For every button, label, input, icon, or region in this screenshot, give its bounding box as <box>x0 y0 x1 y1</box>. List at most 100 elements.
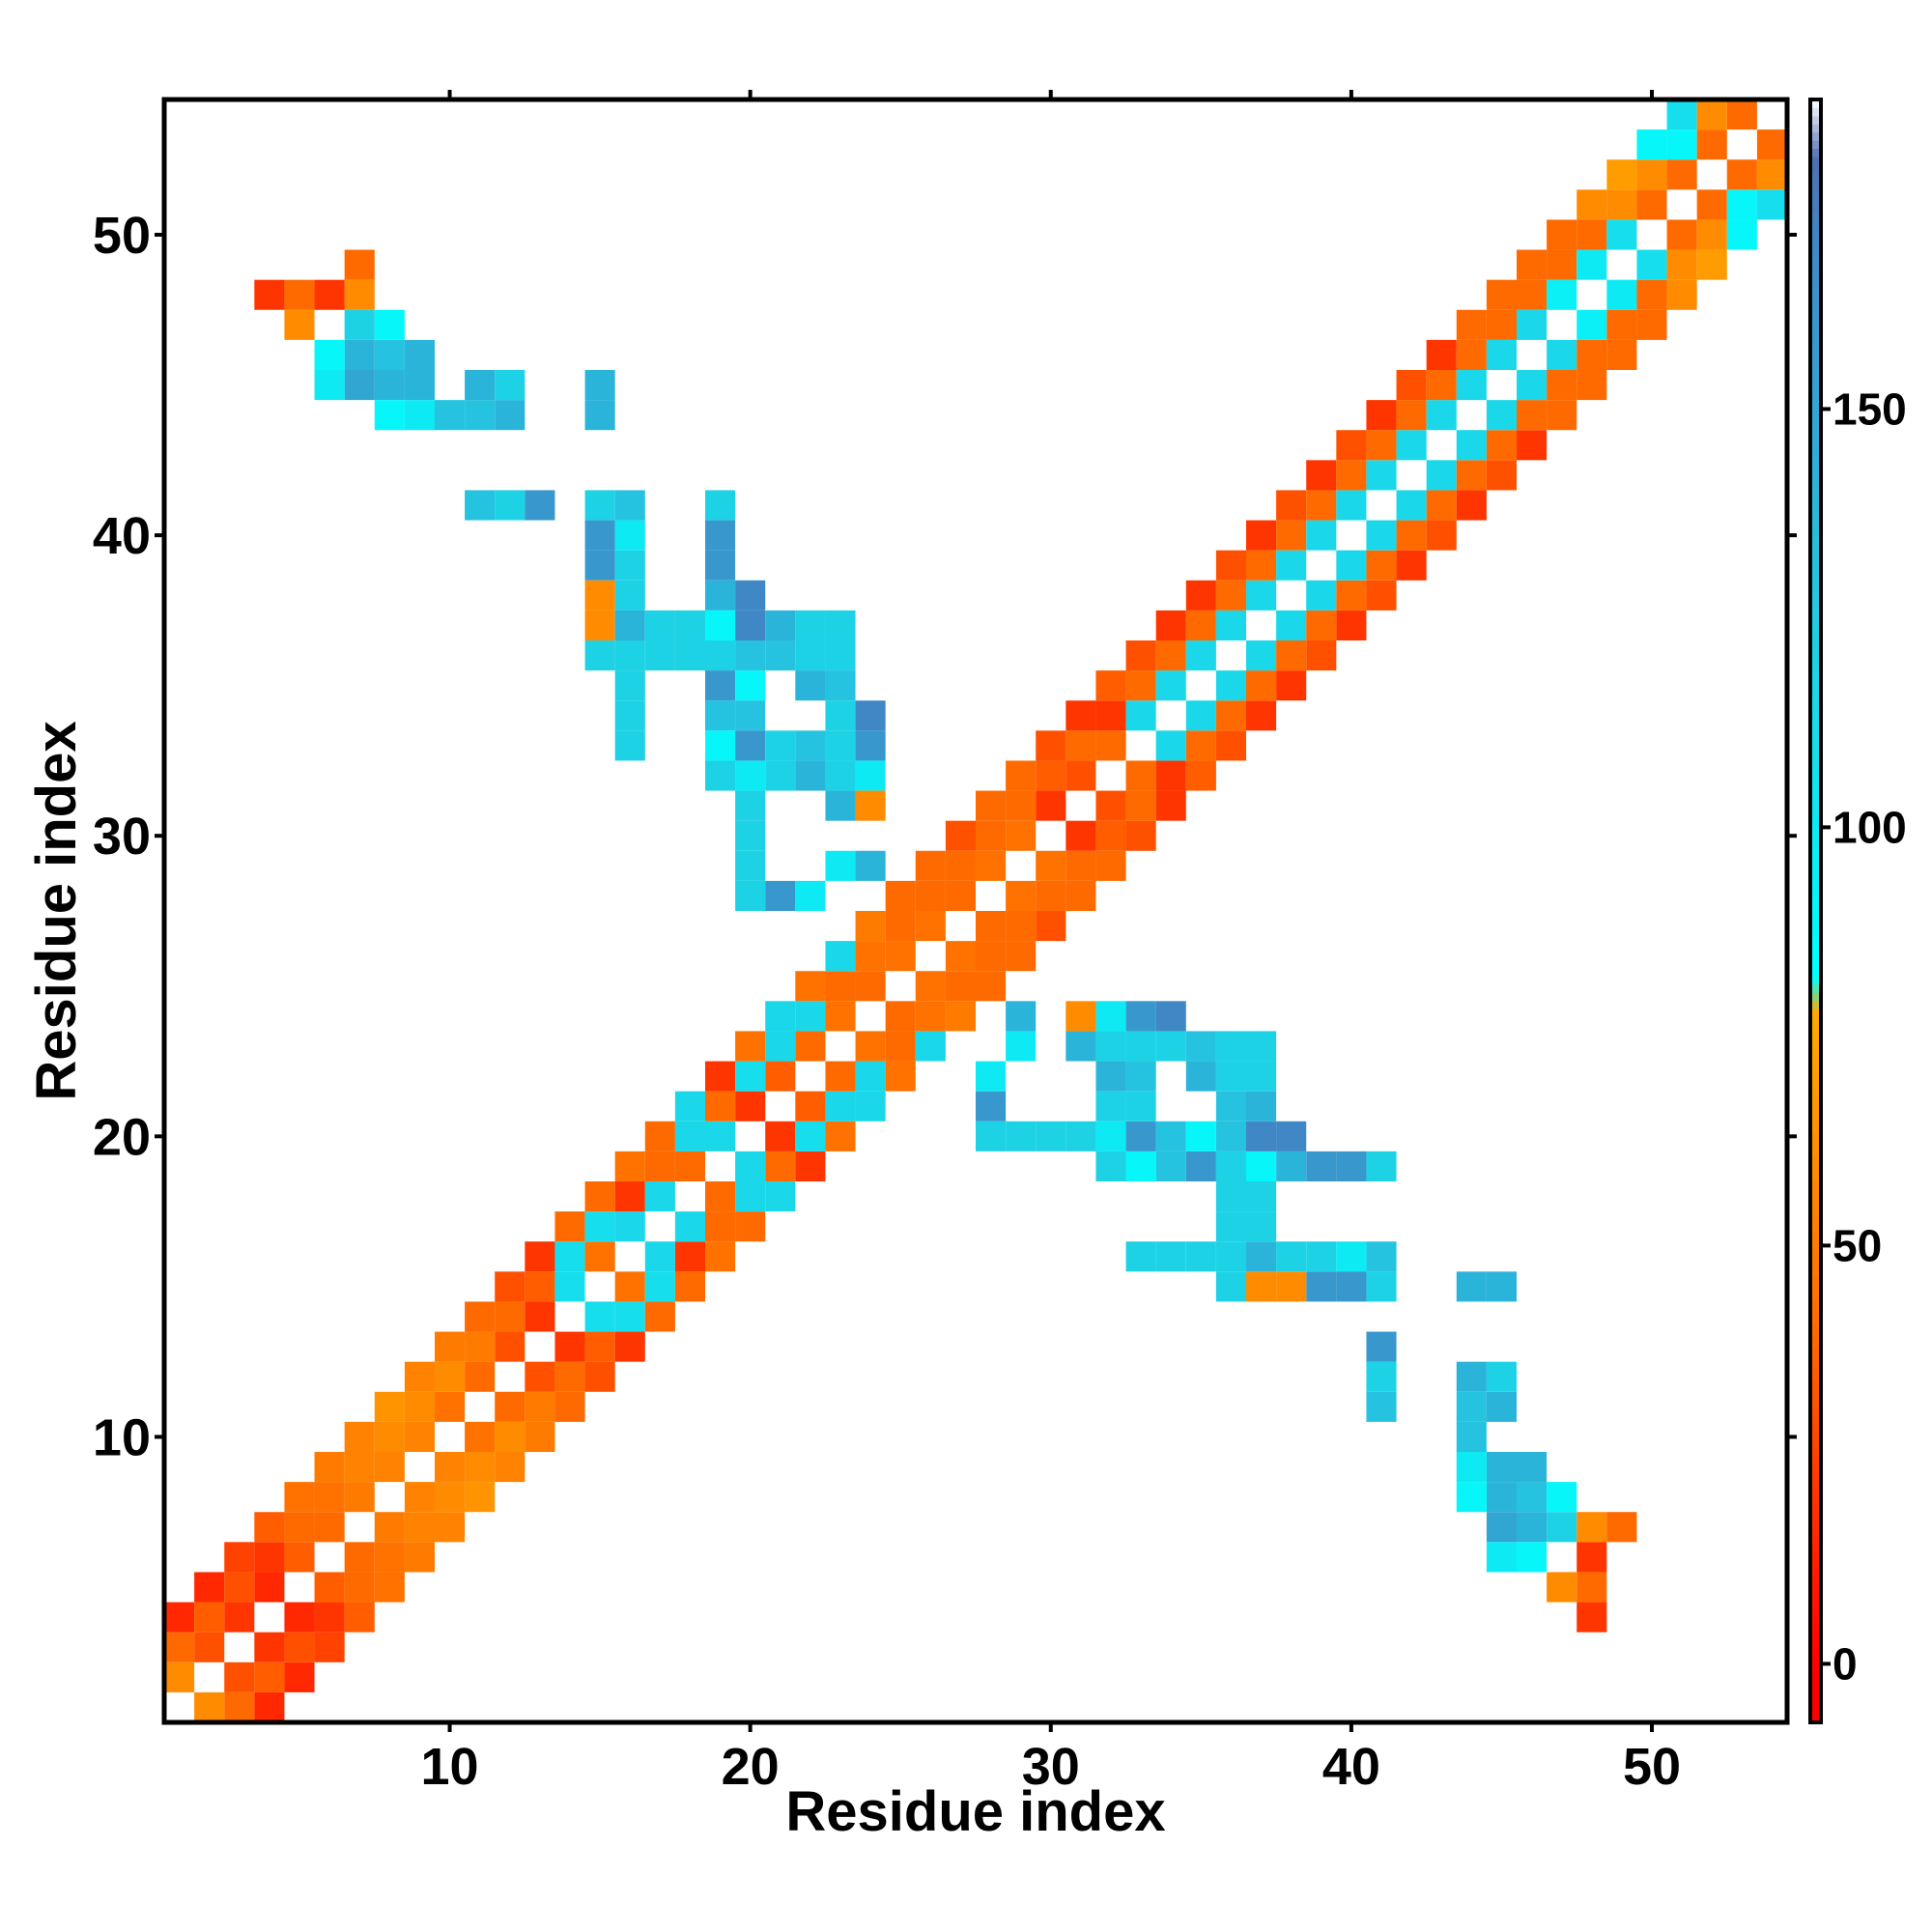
colorbar-segment <box>1810 732 1821 742</box>
heatmap-cell <box>1125 700 1156 731</box>
colorbar-segment <box>1810 1389 1821 1399</box>
heatmap-cell <box>1606 279 1637 310</box>
heatmap-cell <box>525 1361 555 1392</box>
heatmap-cell <box>194 1691 225 1722</box>
heatmap-cell <box>705 580 736 611</box>
heatmap-cell <box>525 1421 555 1452</box>
heatmap-cell <box>1486 339 1517 370</box>
heatmap-cell <box>404 1482 435 1513</box>
heatmap-cell <box>1547 1572 1577 1603</box>
colorbar-segment <box>1810 749 1821 757</box>
heatmap-cell <box>314 1632 345 1662</box>
heatmap-cell <box>1336 610 1367 640</box>
heatmap-cell <box>915 880 946 911</box>
heatmap-cell <box>1666 129 1697 160</box>
heatmap-cell <box>765 640 796 671</box>
heatmap-cell <box>584 1361 615 1392</box>
heatmap-cell <box>525 1391 555 1422</box>
heatmap-cell <box>314 1452 345 1483</box>
heatmap-cell <box>1696 189 1727 220</box>
heatmap-cell <box>374 1572 405 1603</box>
heatmap-cell <box>1577 219 1607 250</box>
heatmap-cell <box>795 610 826 640</box>
heatmap-cell <box>435 1482 466 1513</box>
heatmap-cell <box>674 610 705 640</box>
heatmap-cell <box>1276 1121 1307 1151</box>
heatmap-cell <box>705 520 736 551</box>
colorbar-segment <box>1810 1162 1821 1172</box>
colorbar-segment <box>1810 1308 1821 1318</box>
heatmap-cell <box>1036 730 1066 761</box>
heatmap-cell <box>674 1271 705 1302</box>
heatmap-cell <box>1336 580 1367 611</box>
colorbar-segment <box>1810 237 1821 246</box>
heatmap-cell <box>1006 820 1037 851</box>
colorbar-segment <box>1810 1641 1821 1650</box>
heatmap-cell <box>1666 219 1697 250</box>
heatmap-cell <box>584 490 615 521</box>
heatmap-cell <box>1366 400 1397 431</box>
x-tick-label: 50 <box>1623 1738 1681 1796</box>
colorbar-segment <box>1810 1349 1821 1358</box>
heatmap-cell <box>1276 520 1307 551</box>
colorbar-segment <box>1810 302 1821 311</box>
heatmap-cell <box>1246 1031 1277 1062</box>
heatmap-cell <box>1095 730 1126 761</box>
heatmap-cell <box>795 1151 826 1181</box>
heatmap-cell <box>705 1121 736 1151</box>
colorbar-segment <box>1810 724 1821 733</box>
heatmap-cell <box>404 370 435 401</box>
heatmap-cell <box>855 1031 886 1062</box>
heatmap-cell <box>1577 339 1607 370</box>
colorbar-segment <box>1810 497 1821 506</box>
colorbar-segment <box>1810 554 1821 563</box>
heatmap-cell <box>915 1001 946 1032</box>
colorbar-segment <box>1810 1024 1821 1034</box>
heatmap-cell <box>735 820 766 851</box>
heatmap-cell <box>915 1031 946 1062</box>
heatmap-cell <box>1095 1091 1126 1122</box>
heatmap-cell <box>1006 760 1037 791</box>
colorbar-segment <box>1810 115 1821 125</box>
colorbar-segment <box>1810 1373 1821 1382</box>
colorbar-segment <box>1810 594 1821 604</box>
heatmap-cell <box>735 700 766 731</box>
heatmap-cell <box>1276 1271 1307 1302</box>
heatmap-cells <box>164 99 1787 1722</box>
colorbar-segment <box>1810 1544 1821 1553</box>
colorbar-segment <box>1810 375 1821 384</box>
colorbar-segment <box>1810 943 1821 952</box>
heatmap-cell <box>1486 309 1517 340</box>
colorbar-segment <box>1810 586 1821 595</box>
heatmap-cell <box>735 850 766 881</box>
colorbar-segment <box>1810 1576 1821 1585</box>
heatmap-cell <box>1486 1452 1517 1483</box>
heatmap-cell <box>495 490 526 521</box>
colorbar-segment <box>1810 959 1821 969</box>
heatmap-cell <box>1155 1001 1186 1032</box>
colorbar: 0 50 100 150 <box>1808 98 1907 1724</box>
heatmap-cell <box>1125 1151 1156 1181</box>
heatmap-cell <box>945 941 976 972</box>
heatmap-cell <box>945 820 976 851</box>
heatmap-cell <box>404 1512 435 1543</box>
heatmap-cell <box>705 670 736 701</box>
heatmap-cell <box>1246 670 1277 701</box>
heatmap-cell <box>705 490 736 521</box>
colorbar-segment <box>1810 456 1821 466</box>
heatmap-cell <box>1366 430 1397 461</box>
colorbar-segment <box>1810 1324 1821 1334</box>
heatmap-cell <box>194 1632 225 1662</box>
heatmap-cell <box>1486 400 1517 431</box>
heatmap-cell <box>1577 1542 1607 1573</box>
colorbar-segment <box>1810 465 1821 473</box>
heatmap-cell <box>825 941 856 972</box>
heatmap-cell <box>735 580 766 611</box>
colorbar-segment <box>1810 805 1821 814</box>
heatmap-cell <box>584 1181 615 1212</box>
heatmap-cell <box>614 640 645 671</box>
heatmap-cell <box>584 640 615 671</box>
heatmap-cell <box>404 1361 435 1392</box>
heatmap-cell <box>1065 1031 1096 1062</box>
heatmap-cell <box>1215 1061 1246 1092</box>
